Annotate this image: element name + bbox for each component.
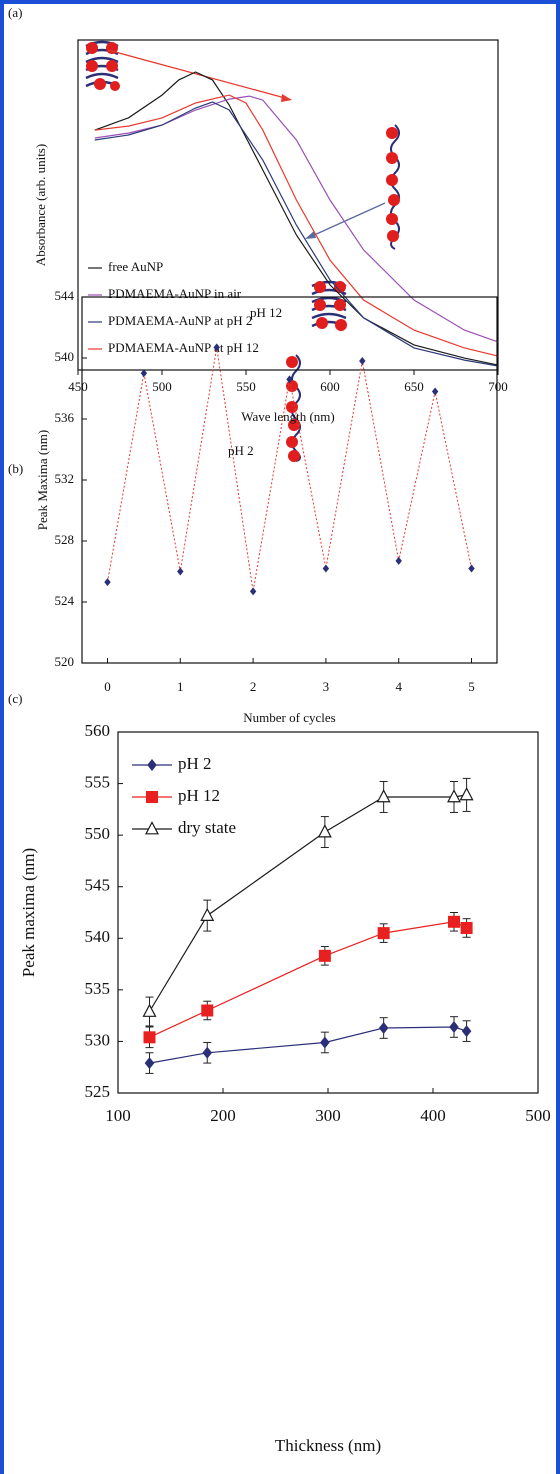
marker-diamond [104, 578, 111, 587]
series-line [149, 1026, 467, 1064]
x-tick-label: 4 [395, 679, 402, 694]
panel-label: (b) [8, 461, 23, 476]
legend-label: pH 12 [178, 786, 220, 805]
marker-diamond [177, 567, 184, 576]
x-tick-label: 1 [177, 679, 184, 694]
y-tick-label: 545 [85, 876, 111, 895]
marker-triangle [145, 821, 159, 835]
y-tick-label: 540 [85, 927, 111, 946]
x-tick-label: 200 [210, 1106, 236, 1125]
marker-triangle [376, 789, 391, 803]
icon-collapsed-b [311, 280, 347, 331]
x-tick-label: 5 [468, 679, 475, 694]
marker-triangle [200, 907, 215, 921]
x-tick-label: 3 [323, 679, 330, 694]
plot-frame [77, 39, 499, 371]
marker-square [201, 1004, 214, 1017]
y-tick-label: 544 [55, 288, 75, 303]
icon-extended-a [386, 124, 400, 250]
x-tick-label: 500 [152, 379, 172, 394]
x-tick-label: 2 [250, 679, 257, 694]
legend-label: dry state [178, 818, 236, 837]
marker-square [318, 949, 331, 962]
marker-diamond [202, 1046, 213, 1059]
y-tick-label: 555 [85, 772, 111, 791]
marker-diamond [144, 1057, 155, 1070]
x-tick-label: 300 [315, 1106, 341, 1125]
y-tick-label: 536 [55, 410, 75, 425]
marker-diamond [378, 1022, 389, 1035]
x-tick-label: 650 [404, 379, 424, 394]
y-tick-label: 550 [85, 824, 111, 843]
x-tick-label: 400 [420, 1106, 446, 1125]
icon-collapsed-a [85, 40, 120, 91]
marker-square [146, 791, 158, 803]
marker-diamond [213, 343, 220, 352]
y-tick-label: 520 [55, 654, 75, 669]
x-tick-label: 500 [525, 1106, 551, 1125]
marker-triangle [459, 787, 474, 801]
icon-extended-b [286, 354, 301, 462]
panel-label: (c) [8, 691, 22, 706]
y-tick-label: 528 [55, 532, 75, 547]
legend-label: PDMAEMA-AuNP in air [108, 286, 242, 301]
x-axis-title: Thickness (nm) [275, 1436, 381, 1455]
marker-square [143, 1031, 156, 1044]
marker-diamond [286, 375, 293, 384]
marker-diamond [461, 1025, 472, 1038]
x-tick-label: 0 [104, 679, 111, 694]
series-line [94, 71, 499, 366]
legend-label: PDMAEMA-AuNP at pH 2 [108, 313, 252, 328]
marker-diamond [249, 587, 257, 596]
marker-diamond [322, 564, 330, 573]
x-tick-label: 700 [488, 379, 508, 394]
marker-diamond [449, 1020, 459, 1033]
arrow-a-red [107, 49, 292, 102]
y-axis-title: Peak Maxima (nm) [35, 430, 50, 530]
x-axis-title: Wave length (nm) [241, 409, 335, 424]
legend-label: pH 2 [178, 754, 212, 773]
x-tick-label: 550 [236, 379, 256, 394]
arrow-a-blue [305, 202, 386, 239]
marker-diamond [147, 759, 157, 771]
series-line [149, 921, 467, 1038]
marker-square [460, 921, 473, 934]
panel-label: (a) [8, 5, 22, 20]
marker-diamond [431, 387, 439, 396]
marker-square [377, 927, 390, 940]
marker-diamond [320, 1036, 330, 1049]
x-axis-title: Number of cycles [243, 710, 335, 725]
y-tick-label: 560 [85, 721, 111, 740]
x-tick-label: 600 [320, 379, 340, 394]
marker-triangle [142, 1003, 157, 1017]
y-axis-title: Peak maxima (nm) [19, 848, 38, 977]
y-tick-label: 530 [85, 1030, 111, 1049]
series-line [94, 95, 499, 343]
marker-diamond [395, 556, 402, 565]
x-tick-label: 450 [68, 379, 88, 394]
y-tick-label: 525 [85, 1082, 111, 1101]
marker-diamond [359, 357, 366, 366]
annotation: pH 12 [250, 305, 282, 320]
annotation: pH 2 [228, 443, 254, 458]
series-line [94, 101, 499, 367]
marker-diamond [468, 564, 475, 573]
marker-triangle [447, 789, 461, 803]
y-tick-label: 535 [85, 979, 111, 998]
y-axis-title: Absorbance (arb. units) [33, 144, 48, 266]
y-tick-label: 532 [55, 471, 75, 486]
y-tick-label: 524 [55, 593, 75, 608]
marker-square [448, 915, 460, 928]
y-tick-label: 540 [55, 349, 75, 364]
series-line [94, 94, 499, 357]
marker-triangle [317, 824, 332, 838]
legend-label: PDMAEMA-AuNP at pH 12 [108, 340, 259, 355]
legend-label: free AuNP [108, 259, 163, 274]
marker-diamond [140, 369, 148, 378]
x-tick-label: 100 [105, 1106, 131, 1125]
